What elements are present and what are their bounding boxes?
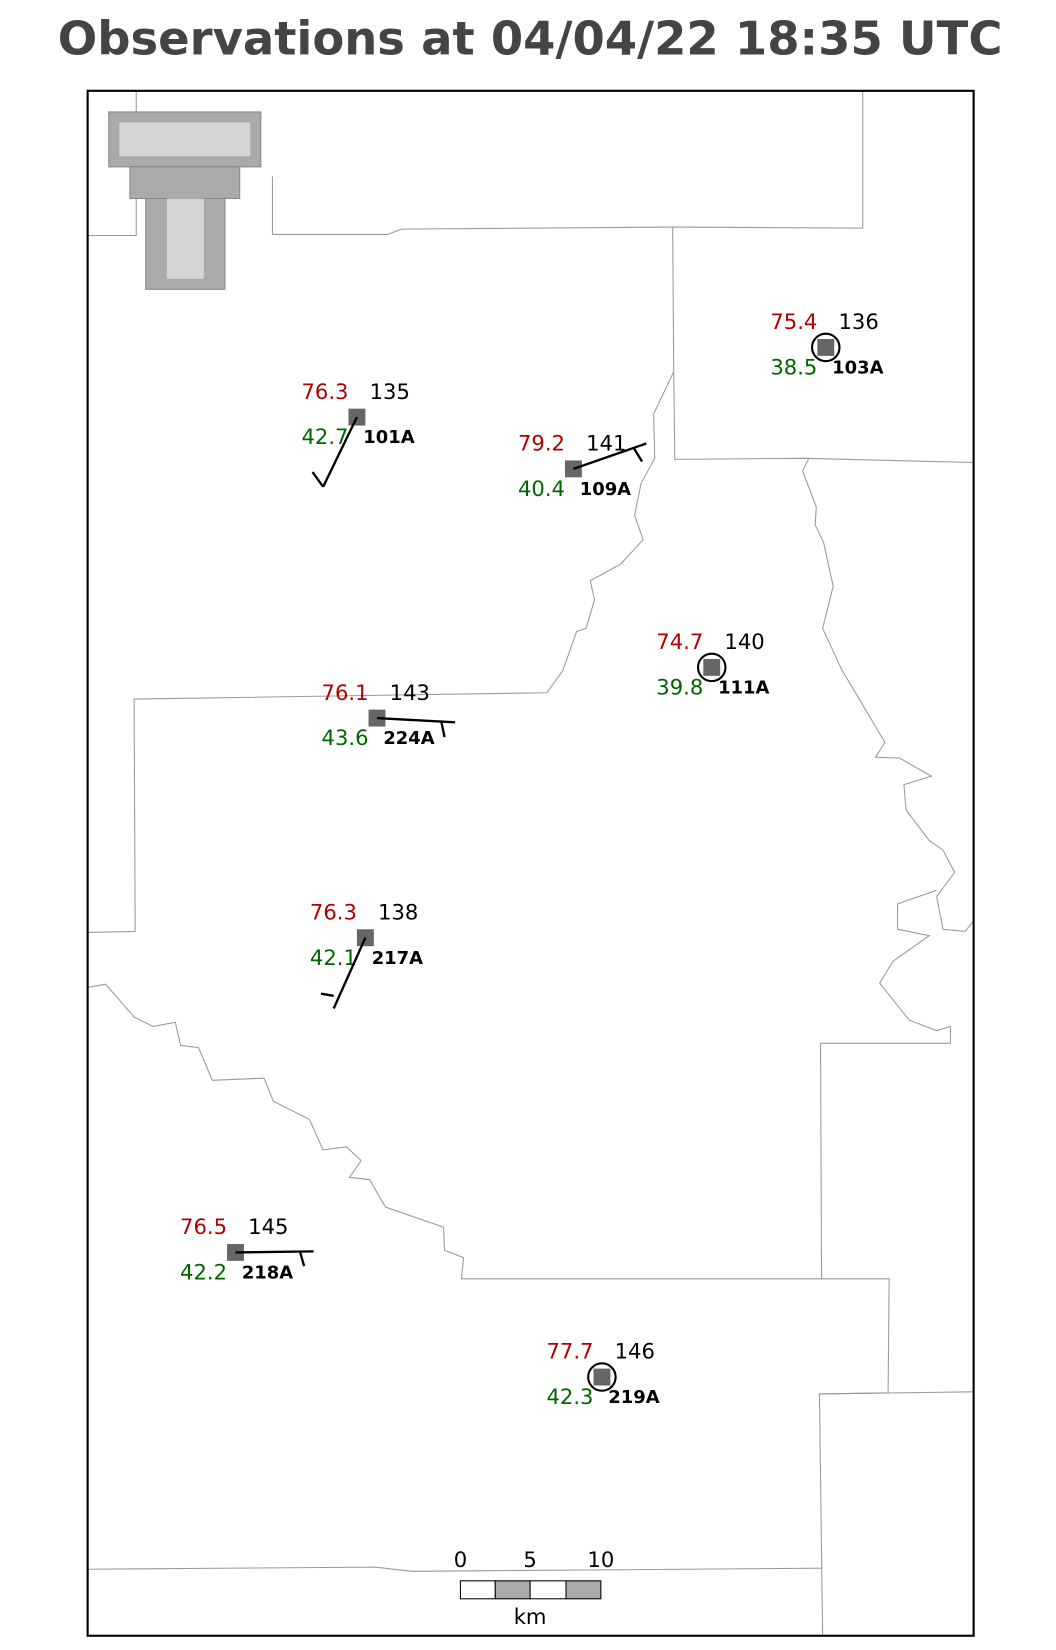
scale-label: 0	[454, 1547, 467, 1572]
station-id: 218A	[242, 1263, 293, 1284]
station-marker	[593, 1368, 611, 1386]
map-frame	[86, 89, 975, 1637]
dewpoint: 43.6	[322, 725, 369, 750]
calm-circle	[811, 332, 841, 363]
logo	[108, 111, 262, 290]
station: 76.3 135 42.7 101A	[301, 379, 414, 449]
temperature: 76.3	[301, 379, 348, 404]
scale-label: 10	[587, 1547, 614, 1572]
dewpoint: 42.1	[310, 945, 357, 970]
wind-barbs	[235, 416, 647, 1267]
pressure: 146	[615, 1339, 655, 1364]
title: Observations at 04/04/22 18:35 UTC	[58, 12, 1003, 66]
station: 74.7 140 39.8 111A	[656, 629, 769, 699]
dewpoint: 39.8	[656, 675, 703, 700]
station: 76.3 138 42.1 217A	[310, 899, 423, 969]
county-borders	[87, 90, 975, 1636]
temperature: 76.5	[180, 1214, 227, 1239]
station: 76.5 145 42.2 218A	[180, 1214, 293, 1284]
dewpoint: 42.7	[301, 424, 348, 449]
scale-unit: km	[514, 1604, 547, 1629]
station-id: 217A	[372, 948, 423, 969]
temperature: 76.1	[322, 680, 369, 705]
station: 77.7 146 42.3 219A	[546, 1339, 659, 1409]
calm-circle	[696, 652, 727, 683]
dewpoint: 42.2	[180, 1260, 227, 1285]
temperature: 76.3	[310, 899, 357, 924]
station-id: 219A	[608, 1387, 659, 1408]
dewpoint: 40.4	[518, 476, 565, 501]
pressure: 135	[370, 379, 410, 404]
pressure: 136	[838, 309, 878, 334]
calm-circle	[587, 1362, 617, 1392]
temperature: 74.7	[656, 629, 703, 654]
station-marker	[703, 658, 721, 676]
temperature: 75.4	[770, 309, 817, 334]
scale-bar: 0 5 10 km	[454, 1547, 615, 1629]
pressure: 145	[248, 1214, 288, 1239]
pressure: 140	[724, 629, 764, 654]
station-id: 111A	[718, 678, 769, 699]
station: 76.1 143 43.6 224A	[322, 680, 435, 750]
station: 79.2 141 40.4 109A	[518, 431, 631, 501]
station-id: 224A	[383, 728, 434, 749]
temperature: 79.2	[518, 431, 565, 456]
station-plots: 75.4 136 38.5 103A 76.3 135 42.7 101A 79.2 141 40.…	[180, 309, 884, 1409]
station: 75.4 136 38.5 103A	[770, 309, 883, 379]
station-id: 109A	[580, 479, 631, 500]
pressure: 138	[378, 899, 418, 924]
pressure: 141	[586, 431, 626, 456]
station-marker	[817, 338, 835, 356]
pressure: 143	[390, 680, 430, 705]
temperature: 77.7	[546, 1339, 593, 1364]
dewpoint: 42.3	[546, 1384, 593, 1409]
station-id: 103A	[832, 358, 883, 379]
scale-label: 5	[523, 1547, 536, 1572]
dewpoint: 38.5	[770, 355, 817, 380]
station-id: 101A	[363, 427, 414, 448]
